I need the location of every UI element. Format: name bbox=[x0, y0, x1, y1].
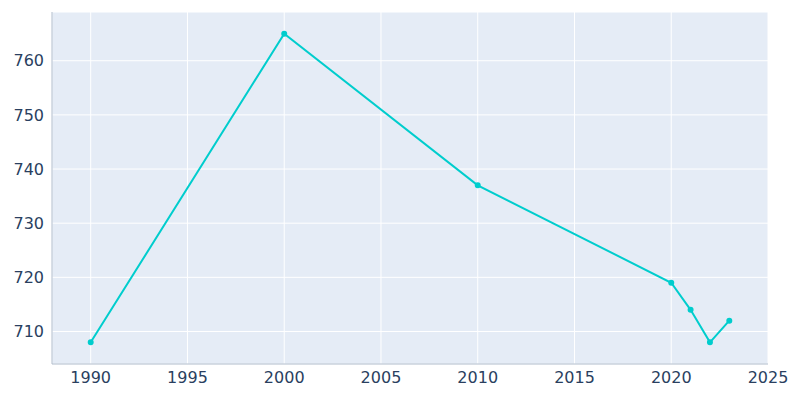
svg-text:750: 750 bbox=[13, 106, 44, 125]
svg-text:720: 720 bbox=[13, 268, 44, 287]
svg-text:2025: 2025 bbox=[748, 368, 789, 387]
svg-text:2000: 2000 bbox=[264, 368, 305, 387]
svg-text:740: 740 bbox=[13, 160, 44, 179]
svg-text:2015: 2015 bbox=[554, 368, 595, 387]
svg-text:2010: 2010 bbox=[457, 368, 498, 387]
svg-text:1990: 1990 bbox=[70, 368, 111, 387]
svg-text:760: 760 bbox=[13, 51, 44, 70]
svg-text:730: 730 bbox=[13, 214, 44, 233]
svg-text:710: 710 bbox=[13, 322, 44, 341]
svg-text:1995: 1995 bbox=[167, 368, 208, 387]
svg-text:2020: 2020 bbox=[651, 368, 692, 387]
svg-text:2005: 2005 bbox=[361, 368, 402, 387]
